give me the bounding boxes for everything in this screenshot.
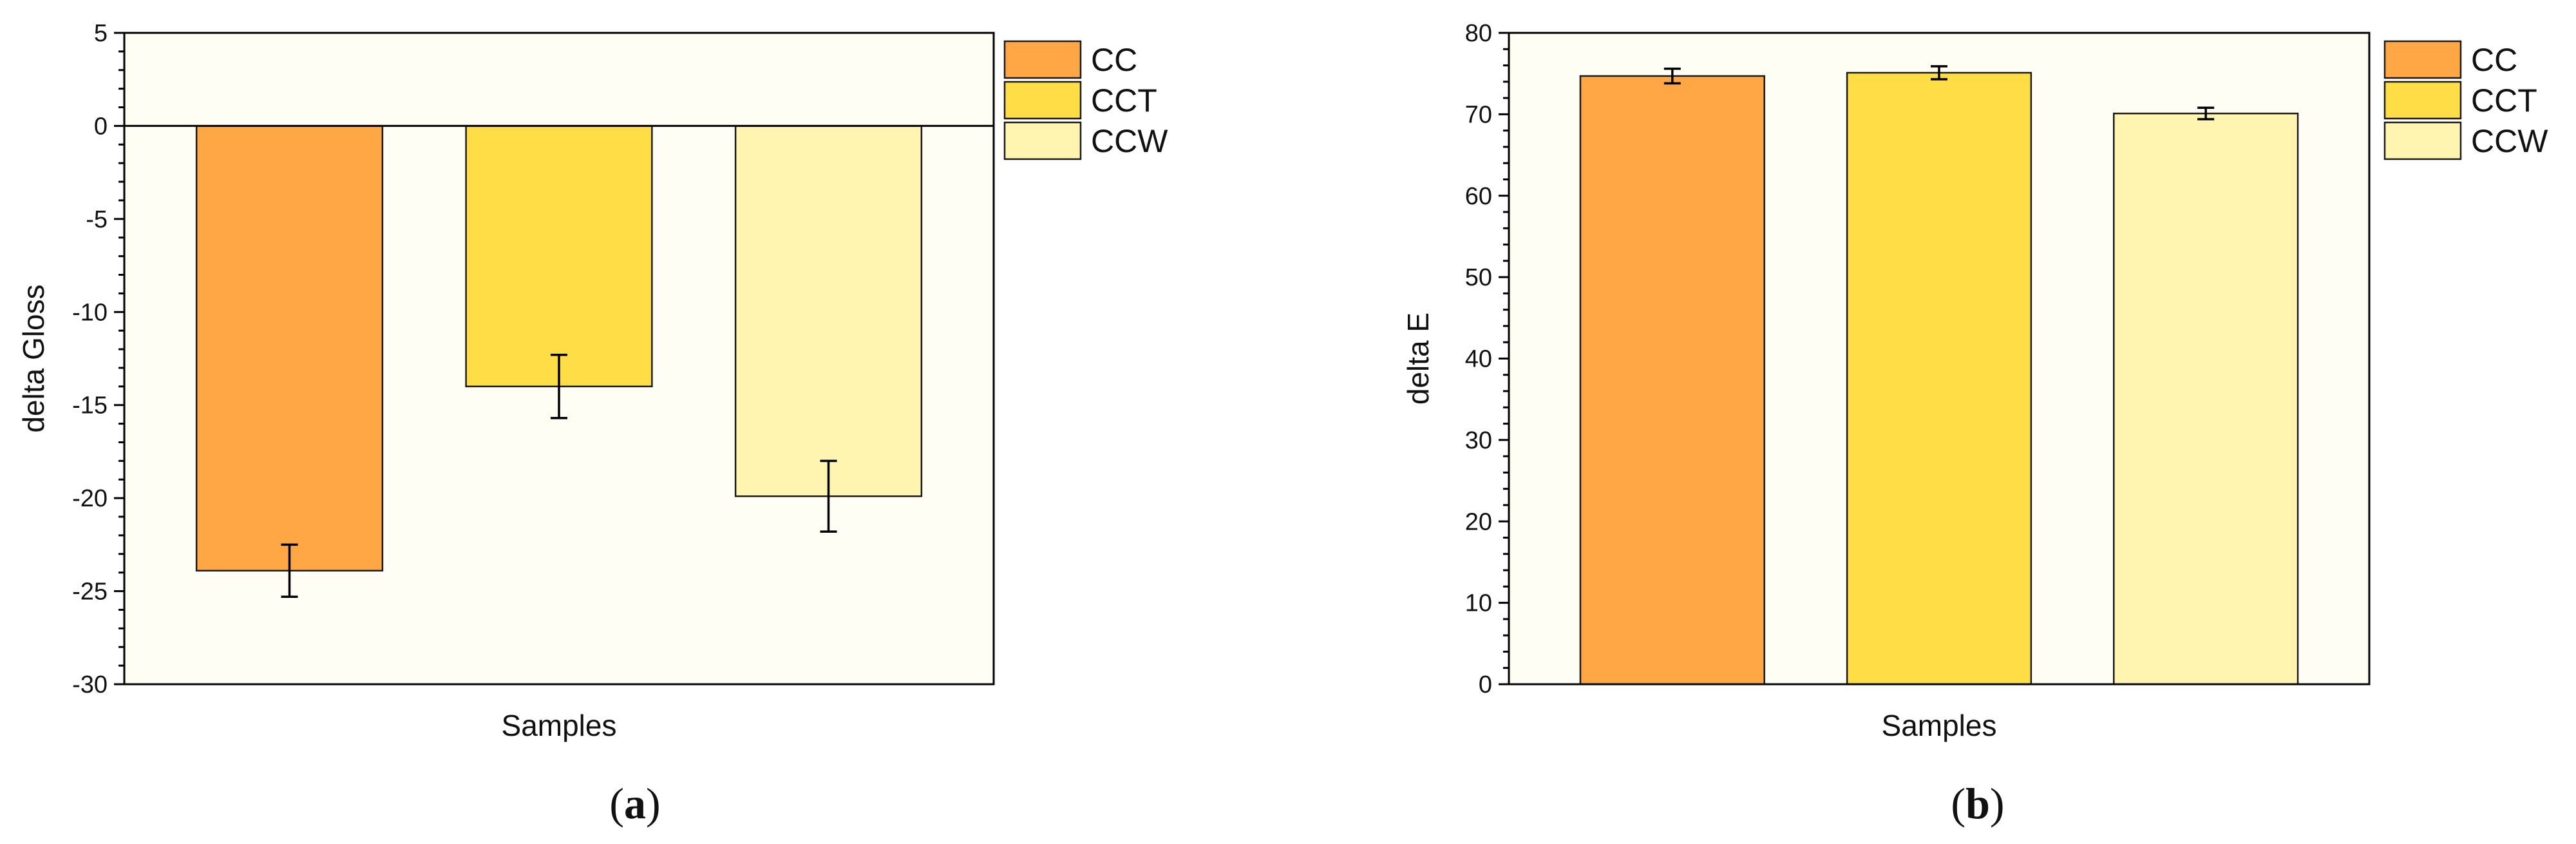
panel-label-open: (	[609, 779, 624, 828]
legend-label-cct: CCT	[1091, 82, 1157, 119]
legend: CC CCT CCW	[1003, 40, 1168, 160]
y-tick-label: -25	[72, 579, 108, 606]
panel-label-open: (	[1951, 779, 1965, 828]
y-tick-label: 60	[1465, 183, 1492, 210]
panel-label: (a)	[609, 779, 660, 828]
bar-ccw	[2113, 112, 2299, 686]
panel-label-letter: a	[624, 779, 646, 828]
legend-label-cct: CCT	[2471, 82, 2537, 119]
plot-frame	[123, 32, 995, 686]
y-axis-label: delta Gloss	[17, 284, 50, 432]
y-tick-label: -20	[72, 485, 108, 512]
legend-swatch-ccw	[2383, 121, 2462, 160]
y-tick-label: 20	[1465, 508, 1492, 535]
y-tick-label: -30	[72, 671, 108, 698]
y-tick-label: 30	[1465, 427, 1492, 454]
y-tick-label: -15	[72, 392, 108, 419]
y-tick-label: 0	[94, 113, 108, 140]
y-tick-label: 80	[1465, 20, 1492, 47]
bar-cc	[1579, 75, 1765, 686]
y-tick-label: -5	[86, 206, 108, 233]
legend-label-ccw: CCW	[1091, 123, 1168, 159]
y-tick-label: -10	[72, 299, 108, 326]
panel-label-close: )	[1990, 779, 2005, 828]
legend-label-cc: CC	[1091, 42, 1137, 78]
bar-cc	[195, 125, 384, 572]
legend-swatch-cc	[2383, 40, 2462, 79]
bar-cct	[465, 125, 653, 388]
x-axis-label: Samples	[1882, 709, 1997, 742]
x-axis-label: Samples	[502, 709, 617, 742]
panel-label-letter: b	[1965, 779, 1990, 828]
legend-swatch-cct	[1003, 81, 1082, 120]
y-tick-label: 5	[94, 20, 108, 47]
panel-label: (b)	[1951, 779, 2004, 828]
y-tick-label: 50	[1465, 264, 1492, 291]
panel-label-close: )	[646, 779, 661, 828]
y-tick-label: 10	[1465, 590, 1492, 617]
bar-ccw	[734, 125, 923, 497]
legend-swatch-ccw	[1003, 121, 1082, 160]
y-axis-label: delta E	[1401, 312, 1435, 405]
chart-panel-b: 80 70 60 50 40 30 20 10 0 delta E Samples CC CCT CCW (…	[1401, 20, 2548, 828]
legend-swatch-cc	[1003, 40, 1082, 79]
y-tick-label: 40	[1465, 346, 1492, 373]
y-tick-label: 70	[1465, 101, 1492, 128]
legend-label-ccw: CCW	[2471, 123, 2548, 159]
bar-cct	[1846, 72, 2032, 686]
legend-swatch-cct	[2383, 81, 2462, 120]
legend-label-cc: CC	[2471, 42, 2517, 78]
legend: CC CCT CCW	[2383, 40, 2548, 160]
y-tick-label: 0	[1479, 671, 1492, 698]
